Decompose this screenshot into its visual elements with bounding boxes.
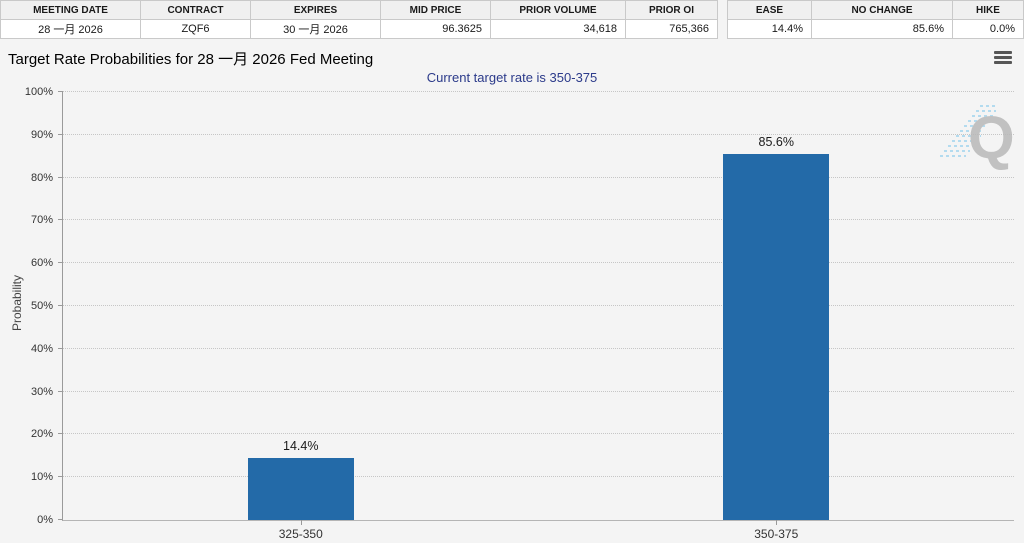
column-header: PRIOR OI [625,0,718,20]
gridline [63,91,1014,92]
chart-title: Target Rate Probabilities for 28 一月 2026… [8,51,374,68]
column-header: MID PRICE [380,0,491,20]
column-header: MEETING DATE [0,0,141,20]
y-axis-tick [58,176,63,178]
column-header: HIKE [952,0,1024,20]
probability-bar[interactable]: 85.6% [723,135,830,520]
table-gap [718,0,727,39]
summary-header-row: MEETING DATE CONTRACT EXPIRES MID PRICE PRIO… [0,0,718,20]
column-value: 28 一月 2026 [0,19,141,39]
move-probability-table: EASE NO CHANGE HIKE 14.4% 85.6% 0.0% [727,0,1024,39]
column-value: 14.4% [727,19,812,39]
meeting-summary-table: MEETING DATE CONTRACT EXPIRES MID PRICE PRIO… [0,0,718,39]
watermark-hatch [940,105,998,157]
y-axis-tick [58,219,63,221]
y-axis-tick [58,305,63,306]
summary-tables-row: MEETING DATE CONTRACT EXPIRES MID PRICE PRIO… [0,0,1024,39]
column-value: 96.3625 [380,19,491,39]
gridline [63,347,1014,349]
y-axis-tick-label: 60% [30,257,53,270]
y-axis-tick-label: 90% [30,128,53,141]
column-header: NO CHANGE [811,0,953,20]
y-axis-tick [58,133,63,135]
probability-value-row: 14.4% 85.6% 0.0% [727,19,1024,39]
y-axis-tick-label: 100% [24,86,53,98]
y-axis-tick [58,519,63,520]
y-axis-tick-label: 30% [30,385,53,398]
y-axis-tick-label: 50% [30,300,53,312]
y-axis-tick [58,390,63,392]
y-axis-tick [58,433,63,435]
y-axis-tick [58,262,63,264]
y-axis-tick [58,476,63,478]
probability-bar[interactable]: 14.4% [247,439,354,520]
plot-area: 0% 10% 20% 30% 40% 50% 60% 70% 80% 90% 100% 14.4% 32… [25,86,1014,541]
chart-context-menu-button[interactable] [994,51,1012,66]
quikstrike-watermark: Q [938,94,1018,177]
summary-value-row: 28 一月 2026 ZQF6 30 一月 2026 96.3625 34,618 765… [0,19,718,39]
gridline [63,133,1014,135]
x-axis-tick [300,520,302,525]
probability-header-row: EASE NO CHANGE HIKE [727,0,1024,20]
column-header: PRIOR VOLUME [490,0,626,20]
column-value: 85.6% [811,19,953,39]
y-axis-tick-label: 10% [30,471,53,484]
y-axis-tick-label: 80% [30,171,53,184]
gridline [63,305,1014,306]
y-axis-tick-label: 0% [37,514,53,526]
column-header: EASE [727,0,812,20]
y-axis-tick [58,347,63,349]
y-axis-tick-label: 70% [30,214,53,227]
gridline [63,262,1014,264]
column-header: CONTRACT [140,0,251,20]
current-target-rate-subtitle: Current target rate is 350-375 [426,70,598,85]
y-axis-tick-label: 40% [30,342,53,355]
column-value: 30 一月 2026 [250,19,381,39]
gridline [63,176,1014,178]
watermark-q-letter: Q [968,104,1015,171]
hamburger-icon [994,51,1012,54]
column-value: 34,618 [490,19,626,39]
column-header: EXPIRES [250,0,381,20]
gridline [63,390,1014,392]
column-value: 765,366 [625,19,718,39]
y-axis-tick-label: 20% [30,428,53,441]
column-value: ZQF6 [140,19,251,39]
bar-value-label: 85.6% [758,134,794,149]
gridline [63,476,1014,478]
bar-value-label: 14.4% [283,439,319,454]
gridline [63,433,1014,435]
gridline [63,219,1014,221]
column-value: 0.0% [952,19,1024,39]
x-axis-category-label: 350-375 [754,527,799,541]
x-axis-category-label: 325-350 [278,527,323,541]
x-axis-tick [776,520,778,525]
y-axis-tick [58,91,63,92]
